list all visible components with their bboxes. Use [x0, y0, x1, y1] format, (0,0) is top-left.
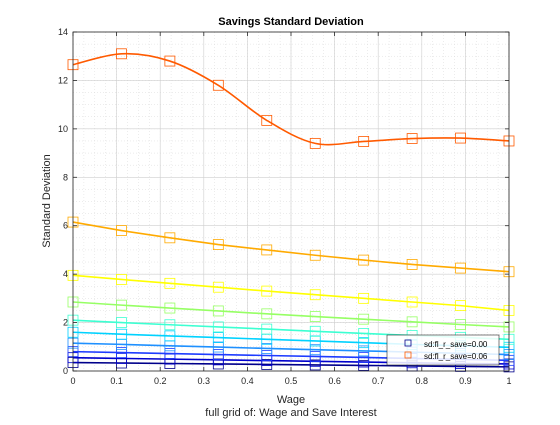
- y-tick-label: 14: [58, 27, 68, 37]
- data-point-7-3: [212, 281, 224, 293]
- y-tick-label: 4: [63, 269, 68, 279]
- x-tick-label: 0.1: [110, 376, 123, 386]
- data-point-8-5: [309, 249, 321, 261]
- x-tick-label: 0.5: [285, 376, 298, 386]
- x-tick-label: 0.6: [328, 376, 341, 386]
- data-point-7-4: [261, 285, 273, 297]
- data-point-3-6: [358, 345, 370, 357]
- y-axis-label: Standard Deviation: [41, 154, 53, 248]
- data-point-6-1: [116, 299, 127, 311]
- data-point-8-6: [358, 254, 370, 266]
- data-point-2-5: [309, 351, 321, 362]
- legend-entry-0: sd:fl_r_save=0.00: [424, 340, 488, 349]
- y-tick-label: 12: [58, 75, 68, 85]
- tick-layer: [72, 31, 510, 372]
- y-tick-label: 2: [63, 318, 68, 328]
- series-line-0: [72, 361, 510, 368]
- data-point-9-4: [261, 114, 273, 126]
- data-point-9-3: [212, 79, 224, 91]
- data-point-2-3: [212, 349, 224, 360]
- x-tick-label: 0.7: [372, 376, 385, 386]
- y-tick-label: 6: [63, 221, 68, 231]
- data-point-7-1: [116, 274, 127, 285]
- series-9: [67, 48, 515, 149]
- series-line-9: [72, 52, 510, 146]
- data-point-7-8: [455, 300, 466, 312]
- data-point-9-1: [116, 48, 127, 60]
- data-point-7-6: [358, 292, 370, 304]
- data-point-4-3: [212, 332, 224, 343]
- data-point-6-3: [212, 305, 224, 317]
- series-7: [67, 269, 515, 316]
- legend-marker-0: [404, 339, 412, 347]
- series-line-7: [72, 274, 510, 312]
- data-point-9-2: [164, 55, 176, 67]
- data-point-5-2: [164, 319, 176, 331]
- data-point-3-4: [261, 343, 273, 354]
- data-point-2-2: [164, 348, 176, 359]
- caption-label: full grid of: Wage and Save Interest: [205, 407, 376, 419]
- data-point-5-6: [358, 328, 370, 339]
- data-point-3-3: [212, 341, 224, 353]
- data-point-9-6: [358, 136, 370, 147]
- series-line-6: [72, 301, 510, 328]
- legend-marker-1: [404, 351, 412, 359]
- y-tick-label: 0: [63, 366, 68, 376]
- data-point-9-5: [309, 137, 321, 149]
- data-point-4-1: [116, 328, 127, 340]
- data-point-6-7: [406, 316, 418, 328]
- data-point-5-1: [116, 317, 127, 328]
- x-tick-label: 1: [506, 376, 511, 386]
- data-point-2-6: [358, 352, 370, 363]
- data-point-8-8: [455, 262, 466, 274]
- data-point-8-1: [116, 225, 127, 236]
- data-point-6-4: [261, 308, 273, 320]
- data-point-6-8: [455, 319, 466, 330]
- data-point-6-6: [358, 313, 370, 325]
- x-tick-label: 0.4: [241, 376, 254, 386]
- data-point-8-3: [212, 239, 224, 251]
- data-point-8-7: [406, 259, 418, 270]
- x-tick-label: 0.3: [198, 376, 211, 386]
- x-tick-label: 0.9: [459, 376, 472, 386]
- x-axis-label: Wage: [277, 394, 305, 406]
- data-point-1-1: [116, 353, 127, 364]
- x-tick-label: 0: [70, 376, 75, 386]
- x-tick-label: 0.8: [416, 376, 429, 386]
- legend: sd:fl_r_save=0.00 sd:fl_r_save=0.06: [386, 334, 500, 366]
- data-point-9-8: [455, 132, 466, 144]
- data-point-9-7: [406, 133, 418, 144]
- x-tick-label: 0.2: [154, 376, 167, 386]
- data-point-3-5: [309, 344, 321, 356]
- series-6: [67, 296, 515, 333]
- data-point-5-5: [309, 325, 321, 337]
- data-point-7-2: [164, 277, 176, 289]
- data-point-2-4: [261, 350, 273, 361]
- data-point-7-7: [406, 296, 418, 308]
- data-point-6-5: [309, 311, 321, 322]
- chart-title: Savings Standard Deviation: [218, 16, 364, 28]
- legend-entry-1: sd:fl_r_save=0.06: [424, 352, 488, 361]
- data-point-7-5: [309, 289, 321, 301]
- y-tick-label: 8: [63, 172, 68, 182]
- data-point-8-4: [261, 244, 273, 256]
- data-point-2-1: [116, 347, 127, 358]
- y-tick-label: 10: [58, 124, 68, 134]
- data-point-8-2: [164, 232, 176, 244]
- series-line-8: [72, 221, 510, 273]
- data-point-4-2: [164, 330, 176, 342]
- data-point-6-2: [164, 302, 176, 314]
- data-point-5-3: [212, 321, 224, 333]
- data-point-4-6: [358, 337, 370, 349]
- data-point-5-4: [261, 323, 273, 335]
